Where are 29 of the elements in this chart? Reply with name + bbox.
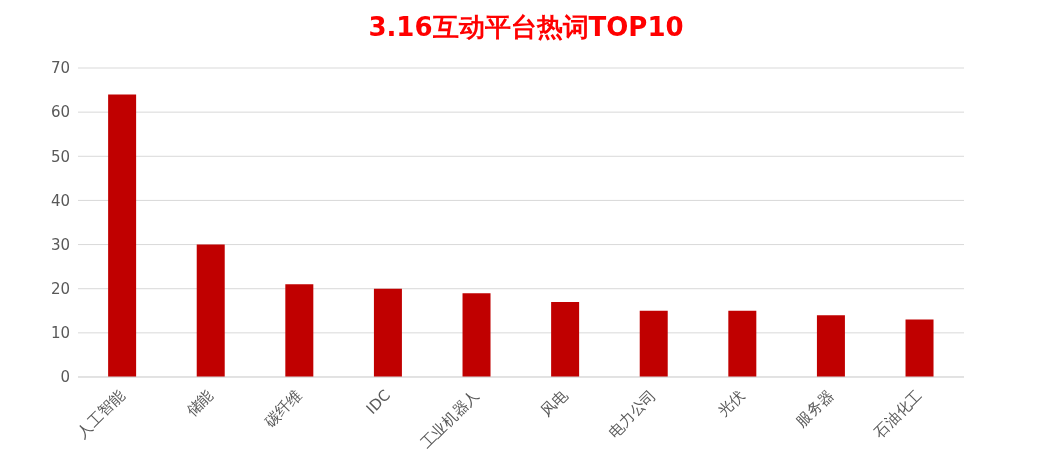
bar: [108, 94, 137, 377]
bar: [196, 244, 225, 377]
bar: [462, 293, 491, 377]
x-tick-label: 人工智能: [73, 386, 129, 442]
bar: [816, 315, 845, 377]
x-tick-label: 服务器: [792, 386, 838, 431]
x-tick-label: 储能: [182, 386, 217, 421]
chart-title: 3.16互动平台热词TOP10: [367, 11, 685, 44]
bar: [639, 310, 668, 377]
y-tick-label: 50: [50, 147, 70, 166]
x-tick-label: 碳纤维: [260, 386, 306, 432]
y-tick-label: 70: [50, 59, 70, 78]
x-tick-label: IDC: [362, 386, 395, 418]
y-tick-label: 20: [50, 280, 70, 299]
x-tick-label: 工业机器人: [416, 386, 483, 453]
bar: [551, 301, 580, 377]
bar: [728, 310, 757, 377]
y-tick-label: 30: [50, 235, 70, 254]
x-tick-label: 石油化工: [870, 386, 926, 442]
y-tick-label: 60: [50, 103, 70, 122]
y-tick-label: 40: [50, 191, 70, 210]
x-tick-label: 光伏: [714, 386, 749, 421]
y-tick-label: 10: [50, 324, 70, 343]
y-tick-label: 0: [60, 368, 70, 387]
bar: [905, 319, 934, 377]
x-tick-label: 风电: [537, 386, 572, 421]
bar: [373, 288, 402, 377]
x-tick-label: 电力公司: [604, 386, 660, 442]
bar: [285, 284, 314, 377]
